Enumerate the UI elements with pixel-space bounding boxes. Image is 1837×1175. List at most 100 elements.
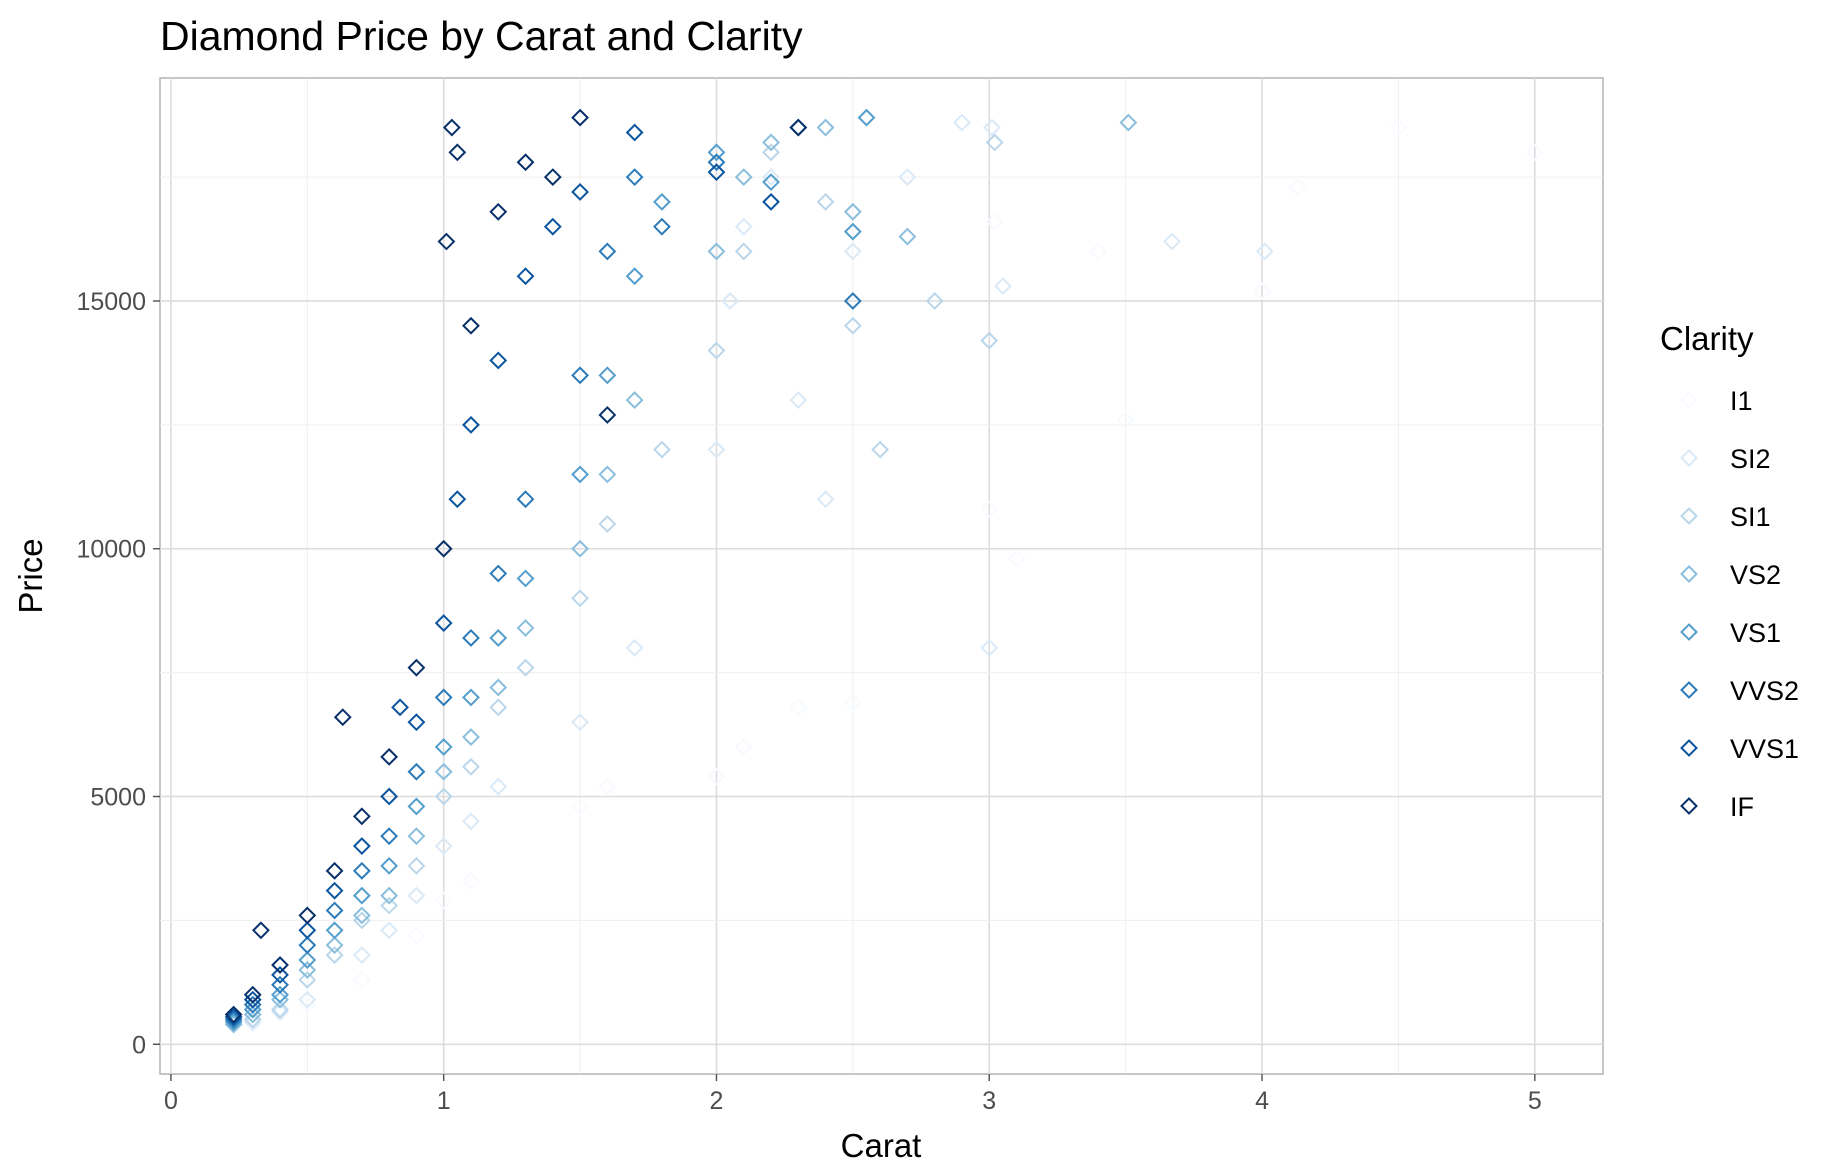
x-tick-label: 5 [1528,1087,1542,1115]
data-point [625,391,644,410]
data-point [598,515,617,533]
data-point [352,807,371,826]
data-point [489,777,508,796]
data-point [298,951,317,969]
data-point [380,896,399,915]
data-point [843,316,862,335]
data-point [391,698,409,717]
data-point [462,728,480,746]
legend-title: Clarity [1660,320,1754,357]
data-point [1253,282,1271,300]
data-point [407,713,426,732]
data-point [598,242,617,261]
data-point [762,173,780,191]
data-point [1288,178,1307,196]
data-point [993,277,1012,296]
data-point [625,267,644,286]
legend-key [1680,681,1698,699]
data-point [407,797,426,816]
data-point [571,713,589,732]
data-point [734,738,753,756]
x-tick-label: 0 [164,1087,178,1115]
data-point [1116,410,1135,429]
data-point [1089,242,1108,261]
data-point [252,921,270,940]
x-axis-title: Carat [841,1127,922,1164]
data-point [652,192,671,211]
data-point [571,108,589,127]
data-point [516,619,535,637]
data-point [734,168,753,187]
chart-title: Diamond Price by Carat and Clarity [160,13,803,59]
data-point [707,440,726,459]
data-point [325,901,344,920]
data-point [843,202,862,221]
data-point [352,861,371,880]
data-point [442,118,461,137]
data-point [762,143,780,162]
data-point [434,539,453,558]
series-i1 [243,118,1544,1034]
data-point [816,490,835,509]
data-point [707,341,726,360]
data-point [652,440,671,459]
legend: Clarity I1 SI2 SI1 VS2 VS1 VVS2 VVS1 IF [1660,320,1799,822]
data-point [789,118,808,137]
x-axis-ticks: 0 1 2 3 4 5 [164,1074,1542,1115]
data-point [380,921,399,940]
data-point [271,985,289,1004]
legend-key [1680,565,1698,583]
data-point [871,440,890,459]
data-point [598,465,617,484]
data-point [434,787,453,806]
data-point [462,812,480,831]
data-point [516,153,535,172]
data-point [380,856,399,875]
data-point [489,351,508,370]
data-point [489,678,508,697]
data-point [271,956,289,974]
data-point [325,946,344,964]
data-point [985,212,1004,231]
legend-key [1680,391,1698,409]
y-tick-label: 0 [132,1031,146,1059]
data-point [925,292,944,310]
data-point [857,108,876,127]
data-point [407,827,426,846]
data-point [543,168,562,187]
data-point [571,366,589,385]
data-point [434,688,453,707]
data-point [571,589,589,608]
data-point [707,242,726,261]
data-point [298,970,317,989]
data-point [598,366,617,385]
data-point [980,500,999,519]
data-point [789,391,808,410]
data-point [224,1008,243,1026]
data-point [543,217,562,236]
legend-label: I1 [1730,386,1753,416]
data-point [489,202,508,221]
data-point [325,881,344,900]
data-point [407,762,426,781]
data-point [898,168,917,187]
data-point [762,192,780,211]
data-point [325,936,344,955]
data-point [516,490,535,509]
data-point [462,688,480,707]
data-point [489,698,508,717]
data-point [271,975,289,994]
data-point [243,1013,262,1031]
data-point [352,886,371,905]
data-point [652,217,671,236]
legend-label: VS1 [1730,618,1781,648]
data-point [1007,549,1026,568]
data-point [325,861,344,880]
legend-label: VS2 [1730,560,1781,590]
data-point [571,539,589,558]
data-point [462,629,480,647]
data-point [980,331,999,350]
legend-key [1680,797,1698,815]
data-point [516,658,535,677]
data-point [516,569,535,588]
